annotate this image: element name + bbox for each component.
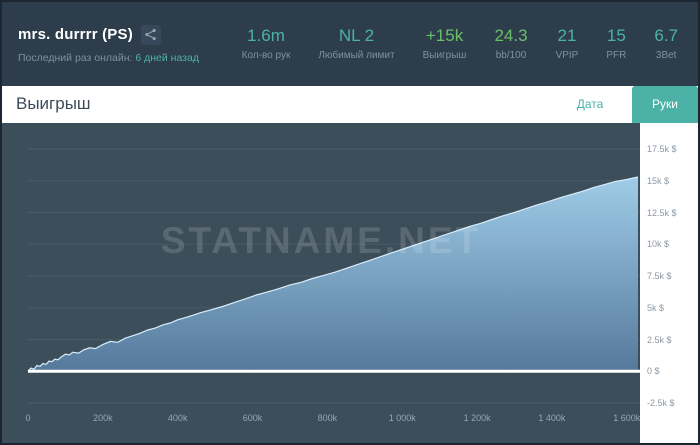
stat-hands-count: 1.6m Кол-во рук [241, 25, 291, 62]
x-tick-label: 800k [317, 413, 338, 423]
stat-bb100: 24.3 bb/100 [494, 25, 528, 62]
x-tick-label: 1 200k [463, 413, 491, 423]
y-tick-label: -2.5k $ [647, 398, 675, 408]
x-tick-label: 1 400k [538, 413, 566, 423]
area-chart-canvas [27, 148, 640, 404]
x-tick-label: 1 600k [613, 413, 640, 423]
last-online: Последний раз онлайн: 6 дней назад [18, 52, 223, 64]
y-tick-label: 7.5k $ [647, 271, 672, 281]
share-icon[interactable] [140, 24, 161, 45]
panel-header: Выигрыш Дата Руки [2, 86, 698, 123]
stat-vpip: 21 VPIP [555, 25, 579, 62]
y-tick-label: 17.5k $ [647, 144, 677, 154]
y-axis-labels: -2.5k $ 0 $ 2.5k $ 5k $ 7.5k $ 10k $ 12.5k $ 15… [640, 123, 698, 443]
y-tick-label: 12.5k $ [647, 207, 677, 218]
winnings-panel: Выигрыш Дата Руки STATNAME.NET 0 200k 400k… [2, 86, 698, 443]
stat-favorite-limit: NL 2 Любимый лимит [318, 25, 395, 62]
x-tick-label: 400k [167, 413, 188, 423]
x-tick-label: 0 [25, 413, 31, 423]
x-tick-label: 600k [242, 413, 263, 423]
player-block: mrs. durrrr (PS) Последний раз онлайн: 6… [2, 24, 223, 64]
x-tick-label: 1 000k [388, 413, 416, 423]
y-tick-label: 10k $ [647, 239, 670, 250]
y-tick-label: 2.5k $ [647, 334, 672, 345]
stat-3bet: 6.7 3Bet [654, 25, 678, 62]
player-name: mrs. durrrr (PS) [18, 26, 133, 43]
stats-row: 1.6m Кол-во рук NL 2 Любимый лимит +15k … [241, 25, 698, 62]
last-online-label: Последний раз онлайн: [18, 51, 133, 64]
x-tick-label: 200k [93, 413, 113, 423]
panel-title: Выигрыш [16, 94, 91, 113]
stat-pfr: 15 PFR [606, 25, 627, 62]
last-online-value: 6 дней назад [135, 51, 199, 64]
y-tick-label: 15k $ [647, 175, 670, 186]
winnings-chart[interactable]: STATNAME.NET 0 200k 400k 600k 800k 1 000k 1 20… [2, 123, 640, 443]
y-tick-label: 0 $ [647, 366, 660, 377]
stat-winnings: +15k Выигрыш [422, 25, 467, 62]
tab-hands[interactable]: Руки [632, 86, 698, 123]
tab-date[interactable]: Дата [576, 97, 604, 111]
player-header: mrs. durrrr (PS) Последний раз онлайн: 6… [2, 2, 698, 86]
y-tick-label: 5k $ [647, 302, 665, 313]
